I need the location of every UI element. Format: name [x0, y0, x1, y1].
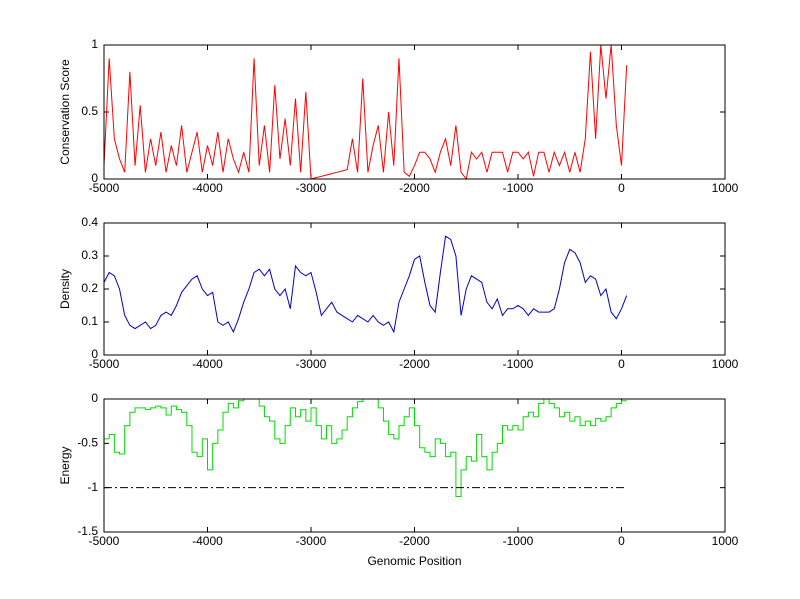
x-tick-label: -2000	[399, 181, 430, 195]
x-tick-label: 0	[618, 181, 625, 195]
y-tick-label: 0	[91, 171, 98, 185]
x-tick-label: -5000	[89, 534, 120, 548]
y-axis-label: Density	[58, 269, 72, 309]
x-tick-label: -2000	[399, 534, 430, 548]
x-tick-label: -1000	[503, 181, 534, 195]
y-tick-label: 0.3	[81, 248, 98, 262]
data-line	[103, 235, 628, 334]
y-axis-label: Conservation Score	[58, 59, 72, 165]
x-tick-label: -3000	[296, 534, 327, 548]
x-tick-label: -1000	[503, 357, 534, 371]
x-tick-label: 0	[618, 357, 625, 371]
y-tick-label: 0.2	[81, 281, 98, 295]
y-tick-label: -0.5	[77, 436, 98, 450]
y-tick-label: 1	[91, 37, 98, 51]
x-tick-label: -3000	[296, 357, 327, 371]
y-tick-label: 0	[91, 391, 98, 405]
y-axis-label: Energy	[58, 446, 72, 484]
y-tick-label: -1	[87, 480, 98, 494]
y-tick-label: 0	[91, 347, 98, 361]
axes-box	[103, 398, 726, 533]
x-tick-label: -2000	[399, 357, 430, 371]
axes-background	[104, 45, 725, 179]
x-tick-label: -4000	[192, 181, 223, 195]
x-tick-label: -1000	[503, 534, 534, 548]
x-tick-label: -5000	[89, 181, 120, 195]
axes-background	[104, 223, 725, 355]
x-axis-label: Genomic Position	[367, 554, 461, 568]
axes-box	[103, 44, 726, 180]
x-tick-label: 1000	[712, 181, 739, 195]
y-tick-label: 0.5	[81, 104, 98, 118]
x-tick-label: -4000	[192, 357, 223, 371]
x-tick-label: 0	[618, 534, 625, 548]
y-tick-label: 0.4	[81, 215, 98, 229]
y-tick-label: -1.5	[77, 524, 98, 538]
axes-box	[103, 222, 726, 356]
y-tick-label: 0.1	[81, 314, 98, 328]
x-tick-label: 1000	[712, 534, 739, 548]
x-tick-label: -3000	[296, 181, 327, 195]
x-tick-label: -5000	[89, 357, 120, 371]
data-line	[103, 44, 628, 181]
x-tick-label: 1000	[712, 357, 739, 371]
x-tick-label: -4000	[192, 534, 223, 548]
